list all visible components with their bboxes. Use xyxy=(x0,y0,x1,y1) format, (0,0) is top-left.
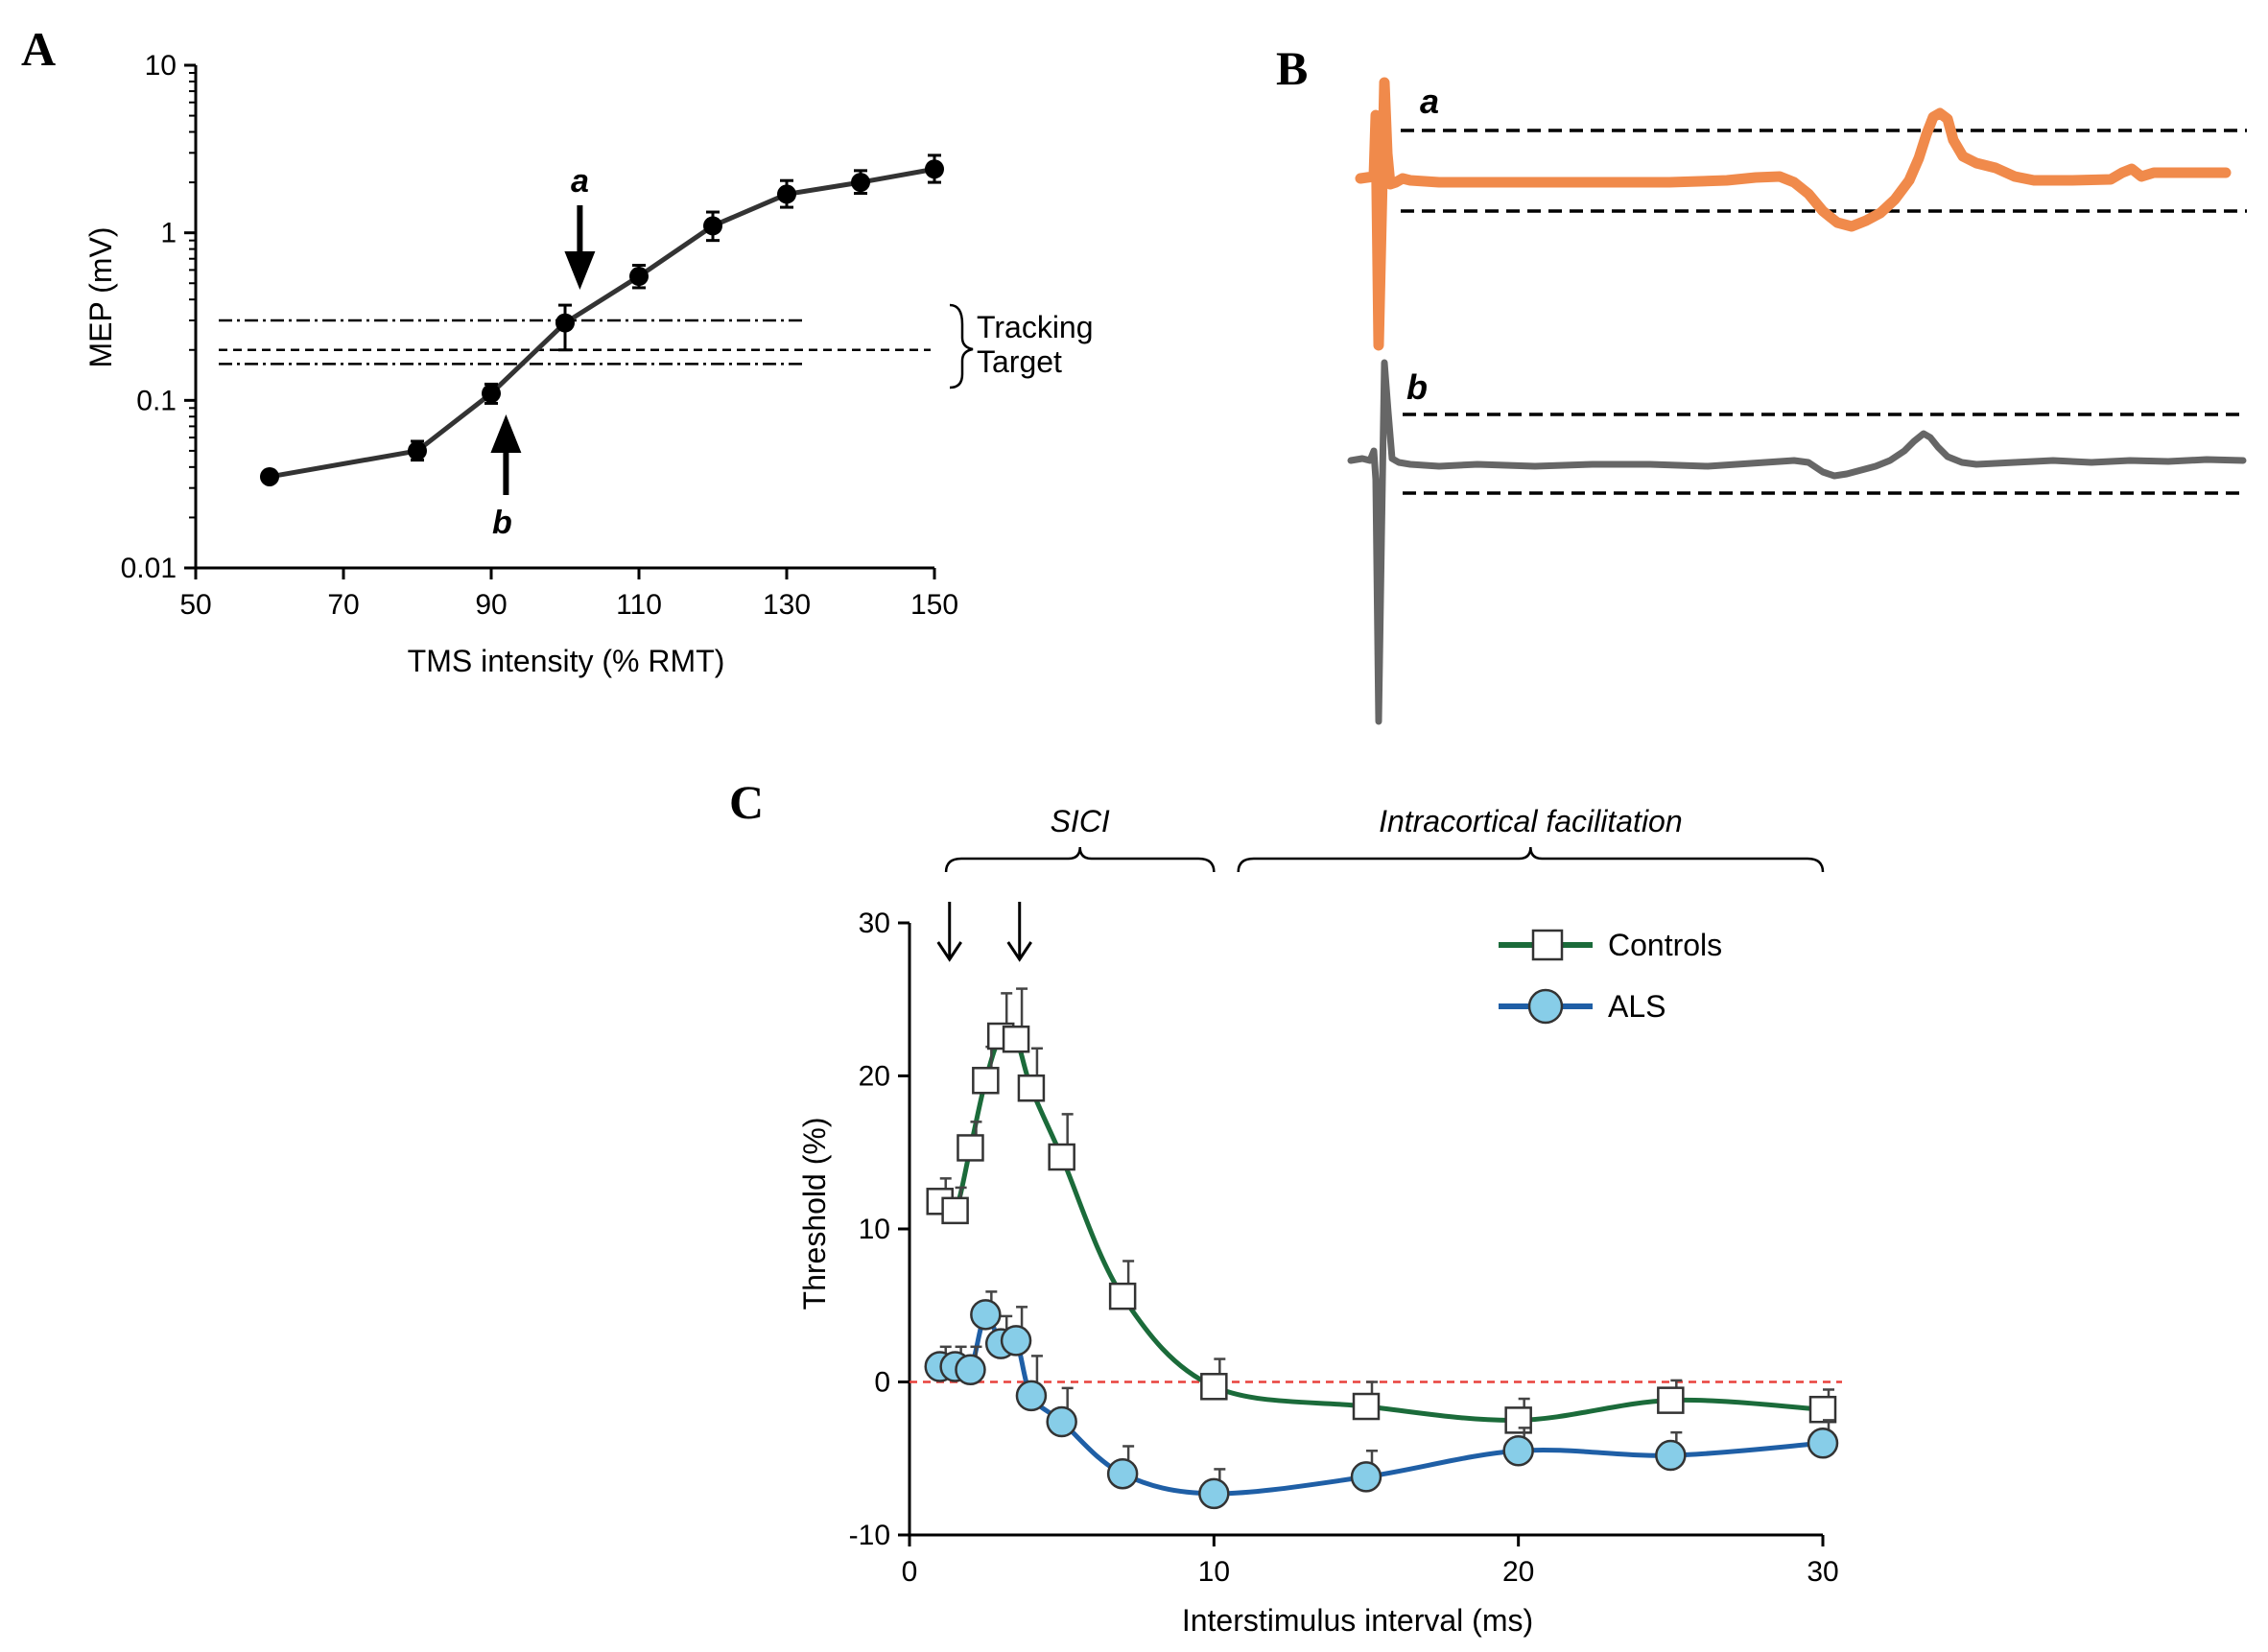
controls-data-point xyxy=(1002,1025,1030,1053)
panel-a-series xyxy=(260,153,944,486)
sici-label: SICI xyxy=(1051,804,1110,838)
panel-c-ticks: 0 10 20 30 -10 0 10 20 30 xyxy=(849,908,1839,1588)
y-tick-label: 0.01 xyxy=(121,553,177,584)
controls-curve xyxy=(937,1029,1824,1423)
panel-a-tracking-brace xyxy=(949,303,974,389)
legend-controls-label: Controls xyxy=(1608,928,1722,962)
als-data-point xyxy=(955,1354,986,1385)
controls-data-point xyxy=(1200,1373,1228,1401)
als-data-point xyxy=(970,1299,1002,1331)
panel-c-y-label: Threshold (%) xyxy=(797,1118,832,1310)
panel-c-label: C xyxy=(729,775,764,829)
panel-b-trace-b-label: b xyxy=(1406,367,1428,407)
x-tick-label: 130 xyxy=(763,589,811,621)
x-tick-label: 50 xyxy=(179,589,211,621)
controls-data-point xyxy=(1808,1395,1837,1424)
panel-a-target-label: Target xyxy=(977,344,1062,379)
controls-data-point xyxy=(972,1067,1000,1095)
panel-c-legend: Controls ALS xyxy=(1499,928,1722,1025)
als-data-point xyxy=(1198,1477,1230,1510)
legend-als-label: ALS xyxy=(1608,989,1666,1024)
panel-b: B a b xyxy=(1276,41,2247,725)
panel-a-data-point xyxy=(555,313,575,333)
controls-series xyxy=(926,987,1837,1434)
bracket-0 xyxy=(944,846,1216,873)
als-data-point xyxy=(1015,1380,1048,1412)
y-tick-label: 1 xyxy=(160,218,177,249)
x-tick-label: 90 xyxy=(475,589,507,621)
panel-b-trace-a xyxy=(1355,77,2232,351)
panel-c-isi-arrows xyxy=(936,902,1032,962)
als-data-point xyxy=(1000,1325,1032,1357)
als-data-point xyxy=(1350,1461,1382,1493)
y-tick-label: 10 xyxy=(859,1214,890,1245)
bracket-1 xyxy=(1237,846,1825,873)
panel-a-data-point xyxy=(925,159,944,179)
panel-a-data-point xyxy=(482,384,501,404)
y-tick-label: -10 xyxy=(849,1520,890,1551)
panel-a-arrow-b-label: b xyxy=(492,505,512,541)
als-data-point xyxy=(1106,1457,1139,1490)
panel-a-tracking-label: Tracking xyxy=(977,310,1094,344)
legend-als-marker xyxy=(1527,988,1564,1025)
isi-arrow-head xyxy=(1006,941,1032,962)
intracortical-facilitation-label: Intracortical facilitation xyxy=(1379,804,1683,838)
panel-a-data-point xyxy=(851,173,870,193)
als-data-point xyxy=(1655,1439,1687,1472)
x-tick-label: 150 xyxy=(910,589,958,621)
als-data-point xyxy=(1046,1405,1077,1438)
panel-a-label: A xyxy=(21,22,56,76)
panel-a-data-point xyxy=(703,216,722,236)
als-data-point xyxy=(1502,1435,1534,1467)
controls-data-point xyxy=(957,1134,984,1162)
panel-a-x-label: TMS intensity (% RMT) xyxy=(408,644,725,678)
x-tick-label: 70 xyxy=(327,589,359,621)
x-tick-label: 20 xyxy=(1502,1556,1534,1588)
panel-b-trace-a-label: a xyxy=(1420,82,1439,121)
panel-c: C SICI Intracortical facilitation 0 10 20 3… xyxy=(729,775,1842,1638)
als-series xyxy=(924,1290,1839,1510)
panel-a-arrow-a-label: a xyxy=(571,163,589,200)
panel-a-arrow-a xyxy=(564,205,596,290)
panel-b-trace-b xyxy=(1347,359,2247,725)
y-tick-label: 10 xyxy=(145,50,177,82)
panel-c-x-label: Interstimulus interval (ms) xyxy=(1182,1603,1533,1638)
panel-a-data-point xyxy=(260,466,279,486)
panel-a-y-label: MEP (mV) xyxy=(83,227,118,368)
panel-a-data-point xyxy=(629,267,649,287)
controls-data-point xyxy=(1657,1386,1685,1414)
panel-a-data-point xyxy=(777,184,796,204)
x-tick-label: 10 xyxy=(1198,1556,1230,1588)
controls-data-point xyxy=(1352,1392,1381,1421)
x-tick-label: 0 xyxy=(902,1556,918,1588)
isi-arrow-head xyxy=(936,941,962,962)
panel-b-label: B xyxy=(1276,41,1308,95)
y-tick-label: 0 xyxy=(874,1367,890,1399)
controls-data-point xyxy=(1048,1143,1075,1171)
als-data-point xyxy=(1807,1428,1839,1459)
panel-a-series-line xyxy=(269,166,935,480)
controls-data-point xyxy=(1108,1282,1137,1310)
controls-data-point xyxy=(941,1196,969,1225)
legend-controls-marker xyxy=(1531,929,1564,961)
panel-a-arrow-b xyxy=(490,414,522,495)
x-tick-label: 110 xyxy=(616,589,662,621)
y-tick-label: 0.1 xyxy=(136,385,177,416)
arrow-b-head xyxy=(490,414,522,453)
controls-data-point xyxy=(1017,1074,1046,1102)
y-tick-label: 20 xyxy=(859,1061,890,1093)
als-curve xyxy=(939,1311,1824,1497)
panel-c-brackets xyxy=(944,846,1825,873)
panel-a-data-point xyxy=(408,440,427,460)
arrow-a-head xyxy=(564,251,596,290)
y-tick-label: 30 xyxy=(859,908,890,939)
x-tick-label: 30 xyxy=(1807,1556,1838,1588)
